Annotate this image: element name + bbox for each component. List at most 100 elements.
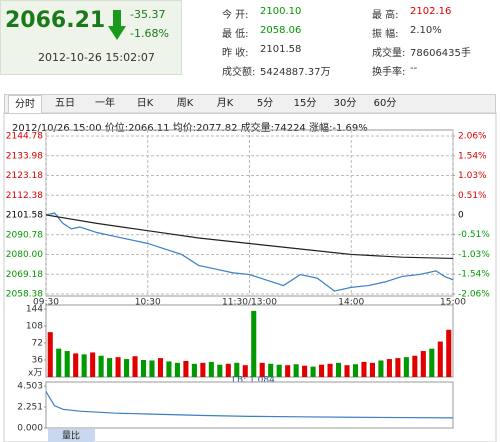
bar (183, 360, 189, 377)
x-tick-label: 10:30 (135, 298, 161, 308)
bar (420, 351, 426, 377)
stat-value: 5424887.37万 (260, 67, 331, 78)
panel-tab-label: 量比 (62, 430, 80, 442)
x-tick-label: 11:30/13:00 (222, 298, 277, 308)
stat-value: 78606435手 (410, 48, 471, 59)
change: -35.37 (130, 8, 166, 21)
bar (217, 364, 223, 377)
y-tick-label: 2069.18 (6, 270, 43, 280)
bar (344, 365, 350, 377)
bar (242, 365, 248, 377)
quote-box (0, 0, 182, 75)
tab[interactable]: 30分 (333, 98, 357, 109)
stat-value: 2058.06 (260, 25, 302, 36)
bar (98, 355, 104, 377)
bar (285, 365, 291, 377)
stat-value: 2102.16 (410, 6, 452, 17)
y2-tick-label: 0 (458, 211, 464, 221)
tab[interactable]: 月K (216, 98, 234, 109)
y-tick-label: 2133.98 (6, 151, 43, 161)
stat-label: 最 高: (372, 10, 399, 21)
bar (208, 361, 214, 377)
change-pct: -1.68% (130, 27, 169, 40)
y2-tick-label: -1.54% (458, 270, 490, 280)
bar (429, 348, 435, 377)
stat-value: 2100.10 (260, 6, 302, 17)
price: 2066.21 (5, 8, 106, 33)
y2-tick-label: -1.03% (458, 250, 490, 260)
bar (234, 362, 240, 377)
y-tick-label: 2123.18 (6, 171, 43, 181)
panel-tab (48, 429, 95, 442)
bar (200, 362, 206, 377)
tab[interactable]: 15分 (293, 98, 317, 109)
y-tick-label: 2090.78 (6, 230, 43, 240)
stat-value: -- (410, 63, 418, 74)
bar (268, 363, 274, 377)
bar (140, 360, 147, 377)
bar (352, 364, 359, 377)
bar (319, 364, 325, 377)
bar (47, 332, 53, 377)
bar (369, 362, 375, 377)
tab[interactable]: 分时 (8, 95, 42, 113)
bar (73, 353, 79, 377)
bar (124, 359, 130, 377)
stat-value: 2.10% (410, 25, 442, 36)
quote-time: 2012-10-26 15:02:07 (38, 51, 155, 64)
tab[interactable]: 日K (136, 98, 154, 109)
stat-label: 最 低: (222, 29, 249, 40)
stat-label: 今 开: (222, 10, 249, 21)
y-tick-label: 2.251 (17, 403, 43, 413)
bar (276, 364, 282, 377)
stat-label: 成交量: (372, 48, 406, 59)
tab[interactable]: 五日 (55, 98, 75, 109)
bar (378, 360, 384, 377)
bar (132, 356, 138, 377)
bar (395, 358, 401, 377)
bar (335, 362, 342, 377)
x-tick-label: 15:00 (440, 298, 466, 308)
bar (115, 357, 121, 377)
stat-label: 成交额: (222, 67, 256, 78)
y2-tick-label: 1.03% (458, 171, 487, 181)
tab[interactable]: 60分 (373, 98, 397, 109)
y-tick-label: 4.503 (17, 382, 43, 392)
y-tick-label: 2144.78 (6, 132, 43, 142)
y-tick-label: 2080.00 (6, 250, 43, 260)
bar (56, 348, 62, 377)
bar (81, 354, 87, 377)
plot-area (45, 304, 454, 378)
bar (174, 362, 180, 377)
bar (412, 355, 418, 377)
tab[interactable]: 5分 (256, 98, 274, 109)
y-tick-label: 2112.38 (6, 191, 43, 201)
chart-frame (3, 112, 497, 442)
bar (437, 341, 443, 377)
y-tick-label: 2101.58 (6, 211, 43, 221)
y-tick-label: 36 (32, 356, 44, 366)
y2-tick-label: -0.51% (458, 230, 490, 240)
bar (302, 365, 308, 377)
bar (90, 352, 96, 377)
bar (446, 329, 452, 377)
bar (259, 362, 265, 377)
y-tick-label: 144 (26, 305, 43, 315)
y2-tick-label: 1.54% (458, 151, 487, 161)
bar (251, 310, 257, 377)
bar (191, 363, 197, 377)
y-tick-label: 72 (32, 339, 43, 349)
bar (64, 351, 70, 377)
info-line: 2012/10/26 15:00 价位:2066.11 均价:2077.82 成… (12, 123, 368, 134)
tab[interactable]: 周K (176, 98, 194, 109)
bar (107, 358, 113, 377)
stat-label: 昨 收: (222, 48, 249, 59)
tab[interactable]: 一年 (95, 98, 115, 109)
bar (225, 363, 231, 377)
line (45, 214, 454, 260)
line (45, 212, 454, 292)
stat-value: 2101.58 (260, 44, 302, 55)
y-tick-label: 2058.38 (6, 290, 43, 300)
